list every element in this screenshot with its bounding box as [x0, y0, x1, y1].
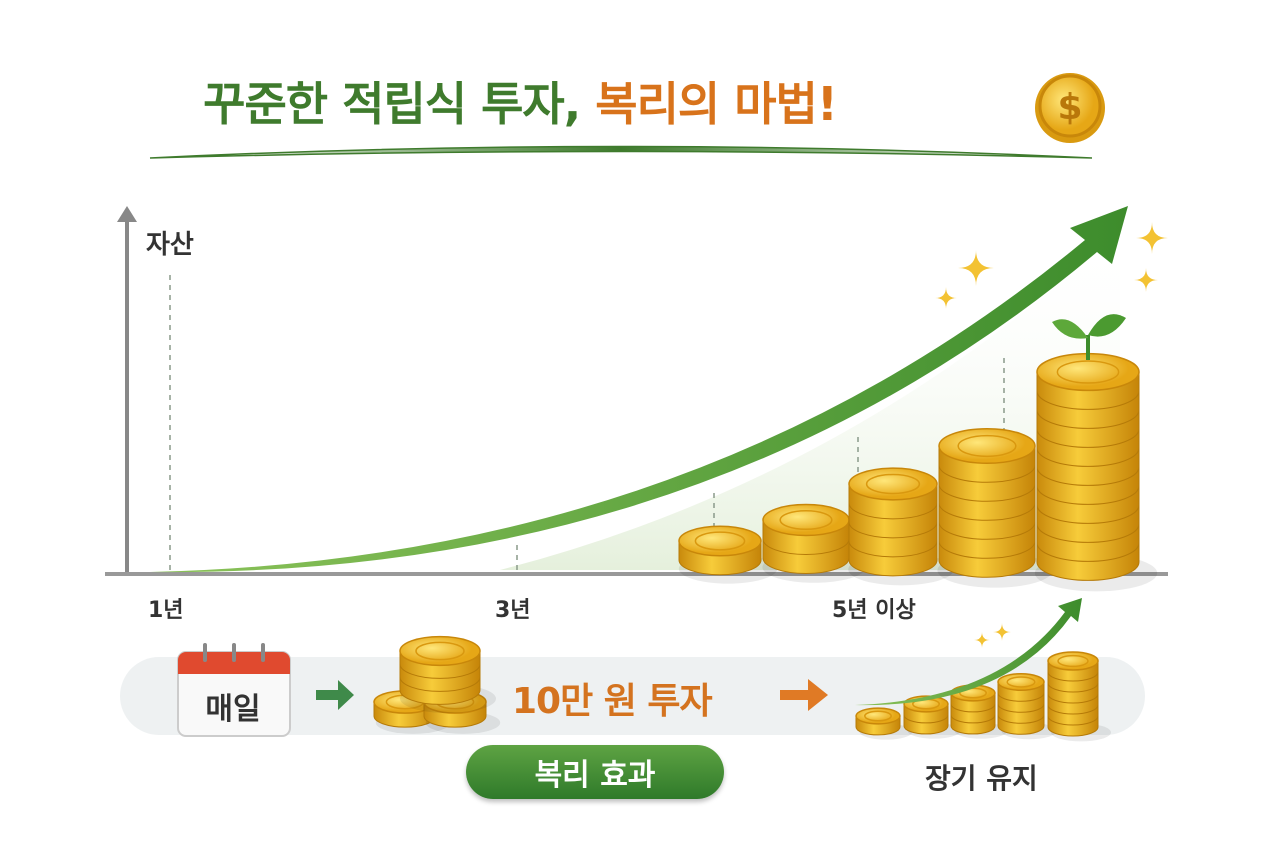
x-tick-3: 3년	[495, 598, 531, 623]
investment-label: 10만 원 투자	[512, 681, 713, 722]
coin-stack	[848, 467, 954, 586]
coin-stack	[423, 690, 501, 734]
coin-stack	[762, 503, 866, 583]
coin-stack	[678, 525, 778, 584]
sparkle-icon	[1134, 268, 1158, 292]
title-part-1: 꾸준한 적립식 투자,	[203, 77, 581, 131]
sparkle-icon	[1136, 222, 1168, 254]
svg-text:$: $	[1057, 87, 1082, 128]
title-part-2: 복리의 마법!	[595, 77, 838, 131]
small-coin-stacks	[855, 651, 1111, 742]
x-tick-1: 1년	[148, 598, 184, 623]
compound-effect-badge: 복리 효과	[466, 745, 724, 799]
sparkle-icon	[958, 250, 994, 286]
sprout-icon	[1052, 314, 1126, 360]
coin-stack	[373, 690, 451, 734]
sparkle-icon	[935, 287, 957, 309]
calendar-label: 매일	[205, 692, 261, 727]
coin-stack	[1047, 651, 1111, 742]
sparkle-icon	[974, 632, 990, 648]
coin-stack	[997, 672, 1057, 740]
coin-stack	[950, 684, 1008, 739]
x-tick-5: 5년 이상	[832, 598, 916, 623]
small-growth-arrow	[855, 598, 1082, 706]
coin-stack	[903, 695, 961, 739]
y-axis-label: 자산	[146, 230, 194, 260]
coin-stack	[855, 707, 913, 740]
calendar-icon	[177, 643, 291, 737]
coin-pile	[373, 635, 501, 734]
long-term-label: 장기 유지	[925, 762, 1038, 795]
sparkle-icon	[993, 623, 1011, 641]
y-axis-arrow-icon	[117, 206, 137, 222]
coin-stack	[937, 427, 1053, 588]
coin-stack	[1034, 352, 1158, 592]
coin-stacks	[678, 352, 1158, 592]
orange-arrow-icon	[780, 679, 828, 711]
green-arrow-icon	[316, 680, 354, 710]
title-coin-icon: $	[1035, 73, 1105, 143]
growth-arrow	[150, 206, 1128, 573]
coin-stack	[399, 635, 496, 714]
page-title: 꾸준한 적립식 투자, 복리의 마법!	[0, 68, 1040, 134]
sparkles	[935, 222, 1168, 648]
title-underline	[149, 145, 1093, 159]
